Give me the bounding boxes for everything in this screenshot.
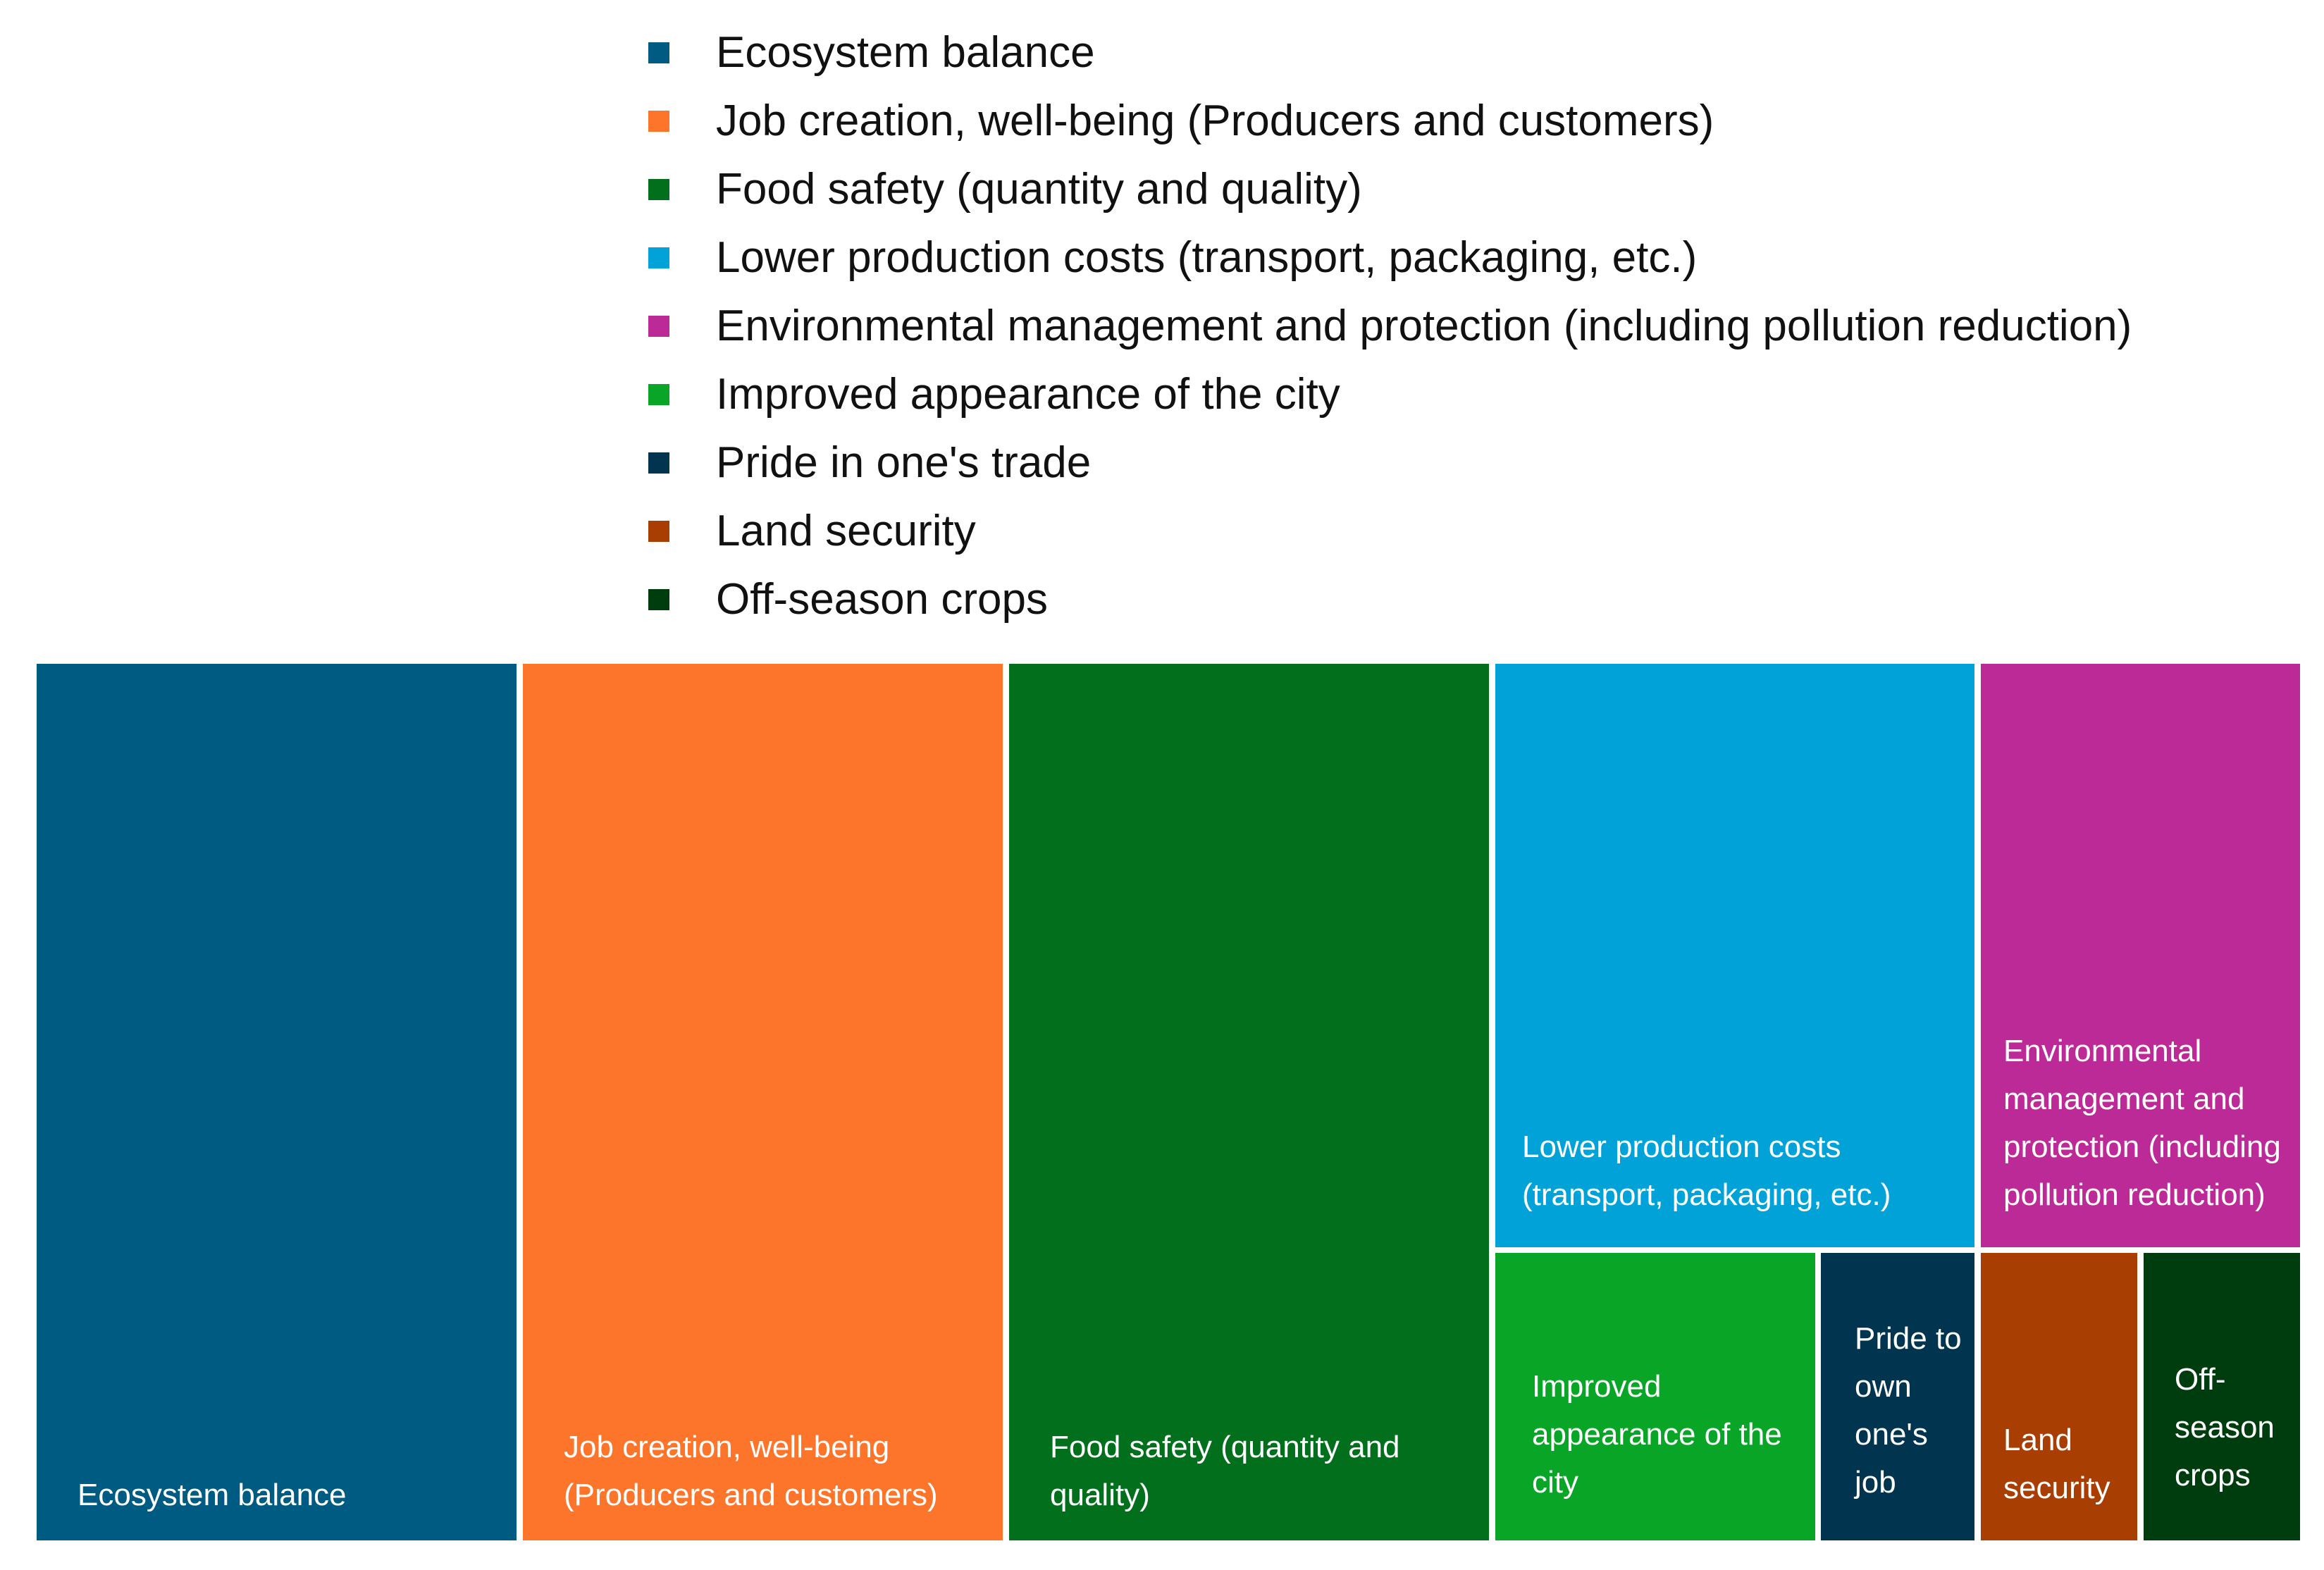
tile-label: Food safety (quantity and quality)	[1050, 1430, 1400, 1512]
legend-swatch	[648, 315, 669, 337]
tile-label: Improved appearance of the city	[1532, 1369, 1782, 1500]
legend-label: Pride in one's trade	[716, 438, 1092, 487]
legend-item: Ecosystem balance	[648, 18, 2297, 87]
tile-label: Pride to own one's job	[1855, 1321, 1962, 1500]
tile-label: Land security	[2003, 1423, 2110, 1505]
legend-swatch	[648, 383, 669, 405]
tile-label: Off-season crops	[2175, 1362, 2275, 1492]
tile-label: Ecosystem balance	[78, 1478, 347, 1512]
legend-label: Improved appearance of the city	[716, 370, 1340, 419]
legend-item: Environmental management and protection …	[648, 292, 2297, 360]
tile-label: Job creation, well-being (Producers and …	[564, 1430, 938, 1512]
chart-legend: Ecosystem balance Job creation, well-bein…	[648, 18, 2297, 633]
legend-swatch	[648, 178, 669, 200]
tile-food-safety: Food safety (quantity and quality)	[1009, 664, 1489, 1540]
legend-swatch	[648, 42, 669, 63]
legend-label: Off-season crops	[716, 575, 1048, 624]
legend-item: Land security	[648, 497, 2297, 565]
legend-swatch	[648, 452, 669, 474]
legend-swatch	[648, 588, 669, 610]
tile-lower-production-costs: Lower production costs (transport, packa…	[1495, 664, 1974, 1247]
legend-label: Land security	[716, 507, 976, 555]
tile-label: Lower production costs (transport, packa…	[1522, 1130, 1891, 1212]
legend-item: Improved appearance of the city	[648, 360, 2297, 428]
tile-pride-in-trade: Pride to own one's job	[1821, 1253, 1974, 1540]
legend-swatch	[648, 110, 669, 132]
tile-job-creation: Job creation, well-being (Producers and …	[523, 664, 1003, 1540]
tile-label: Environmental management and protection …	[2003, 1034, 2281, 1212]
tile-ecosystem-balance: Ecosystem balance	[37, 664, 517, 1540]
legend-label: Lower production costs (transport, packa…	[716, 233, 1698, 282]
legend-swatch	[648, 247, 669, 268]
legend-label: Job creation, well-being (Producers and …	[716, 97, 1714, 145]
legend-item: Job creation, well-being (Producers and …	[648, 87, 2297, 155]
legend-item: Food safety (quantity and quality)	[648, 155, 2297, 223]
tile-land-security: Land security	[1981, 1253, 2137, 1540]
legend-label: Food safety (quantity and quality)	[716, 165, 1362, 214]
tile-off-season-crops: Off-season crops	[2144, 1253, 2300, 1540]
legend-item: Lower production costs (transport, packa…	[648, 223, 2297, 292]
treemap-plot: Ecosystem balance Job creation, well-bein…	[37, 664, 2300, 1540]
tile-improved-appearance: Improved appearance of the city	[1495, 1253, 1815, 1540]
legend-swatch	[648, 520, 669, 542]
legend-item: Pride in one's trade	[648, 428, 2297, 497]
legend-label: Environmental management and protection …	[716, 302, 2132, 350]
tile-environmental-management: Environmental management and protection …	[1981, 664, 2300, 1247]
legend-label: Ecosystem balance	[716, 28, 1095, 77]
legend-item: Off-season crops	[648, 565, 2297, 633]
